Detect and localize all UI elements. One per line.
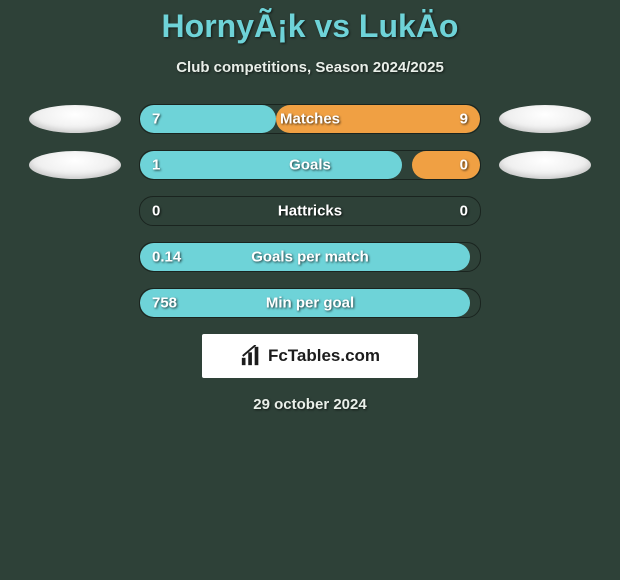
stat-row: 7 9 Matches (0, 104, 620, 134)
stat-bar: 758 Min per goal (139, 288, 481, 318)
stat-label: Goals per match (251, 249, 369, 266)
stat-label: Min per goal (266, 295, 354, 312)
stat-row: 758 Min per goal (0, 288, 620, 318)
page-title: HornyÃ¡k vs LukÄo (0, 0, 620, 45)
stat-row: 0.14 Goals per match (0, 242, 620, 272)
player-photo-right (499, 151, 591, 179)
value-right: 0 (460, 203, 468, 220)
logo-text: FcTables.com (268, 346, 380, 366)
stat-row: 1 0 Goals (0, 150, 620, 180)
subtitle: Club competitions, Season 2024/2025 (0, 59, 620, 76)
stat-label: Matches (280, 111, 340, 128)
player-photo-right (499, 105, 591, 133)
stat-bar: 7 9 Matches (139, 104, 481, 134)
stat-row: 0 0 Hattricks (0, 196, 620, 226)
stat-bar: 0.14 Goals per match (139, 242, 481, 272)
stat-bar: 0 0 Hattricks (139, 196, 481, 226)
date: 29 october 2024 (0, 396, 620, 413)
stat-bar: 1 0 Goals (139, 150, 481, 180)
player-photo-left (29, 105, 121, 133)
fill-right (412, 151, 480, 179)
fill-left (140, 105, 276, 133)
value-right: 9 (460, 111, 468, 128)
bar-chart-icon (240, 345, 262, 367)
value-left: 758 (152, 295, 177, 312)
value-left: 1 (152, 157, 160, 174)
logo-box[interactable]: FcTables.com (202, 334, 418, 378)
value-right: 0 (460, 157, 468, 174)
value-left: 7 (152, 111, 160, 128)
value-left: 0.14 (152, 249, 181, 266)
value-left: 0 (152, 203, 160, 220)
stat-label: Goals (289, 157, 331, 174)
stat-label: Hattricks (278, 203, 342, 220)
player-photo-left (29, 151, 121, 179)
fill-left (140, 151, 402, 179)
